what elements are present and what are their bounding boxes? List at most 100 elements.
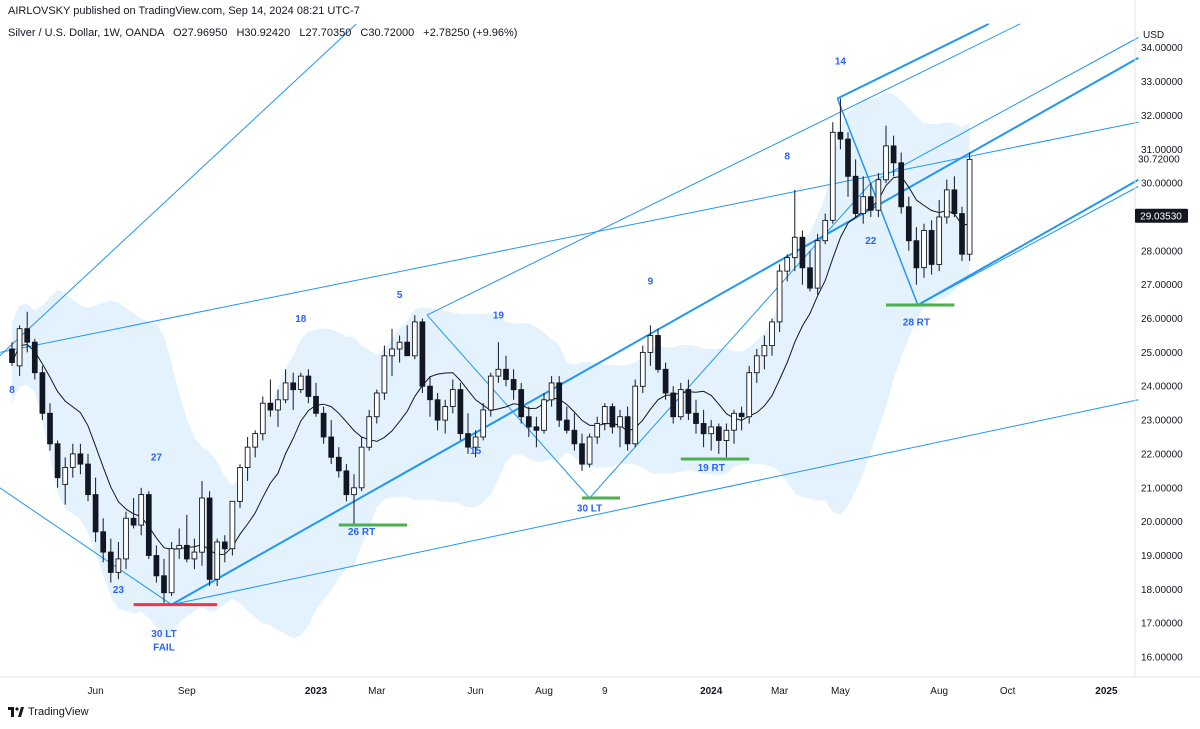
candle xyxy=(799,230,806,285)
candle xyxy=(700,409,707,448)
candle-body xyxy=(807,267,813,289)
candle xyxy=(221,535,228,563)
candle-body xyxy=(335,456,342,472)
candle xyxy=(556,376,563,427)
candle xyxy=(921,223,927,278)
candle-body xyxy=(814,240,821,289)
candle-body xyxy=(31,341,38,374)
price-tick-label: 17.00000 xyxy=(1141,619,1183,630)
candle xyxy=(457,382,464,441)
candle-body xyxy=(525,416,532,428)
candle xyxy=(867,183,874,217)
price-tick-label: 33.00000 xyxy=(1141,77,1183,88)
wave-label: 27 xyxy=(151,453,163,464)
crosshair-price-label: 29.03530 xyxy=(1140,211,1182,222)
price-tick-label: 16.00000 xyxy=(1141,653,1183,664)
wave-label: 18 xyxy=(295,314,307,325)
candle xyxy=(449,379,456,414)
wave-label: 26 RT xyxy=(348,527,375,538)
candle-body xyxy=(617,416,623,428)
price-axis[interactable]: 34.00000 33.00000 32.00000 31.00000 30.00000… xyxy=(1135,43,1188,664)
candle-body xyxy=(176,544,183,550)
candle xyxy=(890,135,897,177)
channel-line xyxy=(0,121,1139,353)
candle-body xyxy=(229,500,236,550)
candle xyxy=(594,416,601,444)
time-axis[interactable]: Jun Sep 2023 Mar Jun Aug 9 2024 Mar May Aug Oct 2025 xyxy=(88,686,1118,697)
wave-label: 28 RT xyxy=(903,317,930,328)
candle-body xyxy=(875,179,882,211)
candle xyxy=(168,542,175,597)
candle xyxy=(776,264,783,333)
candle xyxy=(373,389,380,424)
channel-line xyxy=(836,23,990,100)
candle xyxy=(525,406,532,437)
candle-body xyxy=(472,436,479,448)
candle xyxy=(487,372,494,417)
time-tick-label: 2024 xyxy=(700,686,723,697)
time-tick-label: 2023 xyxy=(305,686,328,697)
candle-body xyxy=(556,382,563,421)
wave-label: FAIL xyxy=(153,642,175,653)
candle-body xyxy=(282,382,289,401)
candle-body xyxy=(145,494,152,556)
candle xyxy=(366,409,373,451)
candle-body xyxy=(381,355,388,394)
candle-body xyxy=(685,389,692,414)
candle-body xyxy=(579,443,585,465)
candle xyxy=(829,122,836,224)
time-tick-label: Aug xyxy=(930,686,948,697)
candle-body xyxy=(791,236,798,259)
candle xyxy=(434,393,441,431)
candle-body xyxy=(928,230,935,265)
candle xyxy=(244,437,251,481)
candle xyxy=(837,98,844,150)
candle-body xyxy=(313,395,319,414)
candle xyxy=(16,325,23,377)
candle-body xyxy=(244,446,251,468)
currency-label: USD xyxy=(1143,30,1164,41)
tradingview-branding[interactable]: TradingView xyxy=(8,706,89,718)
candle xyxy=(138,487,145,536)
candle-body xyxy=(328,436,335,458)
candle-body xyxy=(214,541,221,580)
candle-body xyxy=(16,328,23,367)
candle-body xyxy=(183,544,190,560)
candle-body xyxy=(259,402,266,435)
candle-body xyxy=(860,196,867,215)
wave-label: 8 xyxy=(9,385,15,396)
candle-body xyxy=(693,412,699,424)
price-tick-label: 18.00000 xyxy=(1141,585,1183,596)
candle xyxy=(693,399,699,434)
candle-body xyxy=(92,494,99,533)
candle-body xyxy=(487,375,494,411)
candle xyxy=(214,538,221,586)
candle xyxy=(609,403,616,434)
candle-body xyxy=(708,426,715,435)
candle xyxy=(290,372,297,410)
candle-body xyxy=(297,375,304,391)
price-tick-label: 20.00000 xyxy=(1141,517,1183,528)
price-tick-label: 22.00000 xyxy=(1141,449,1183,460)
candle xyxy=(267,379,274,417)
candle-body xyxy=(290,382,297,391)
channel-line xyxy=(171,399,1139,606)
candle-body xyxy=(586,436,593,465)
candle xyxy=(85,453,91,502)
time-tick-label: Aug xyxy=(535,686,553,697)
candle-body xyxy=(769,321,775,347)
candle-body xyxy=(700,423,707,435)
wave-label: 30 LT xyxy=(577,504,602,515)
candle xyxy=(875,173,882,217)
candle-body xyxy=(677,389,684,418)
symbol-title: Silver / U.S. Dollar, 1W, OANDA xyxy=(8,27,165,39)
time-tick-label: 2025 xyxy=(1095,686,1118,697)
candle xyxy=(959,206,965,261)
candle-body xyxy=(123,517,129,560)
candle-body xyxy=(9,348,15,363)
ohlc-open: O27.96950 xyxy=(173,27,227,39)
candle-body xyxy=(457,389,464,435)
candle-body xyxy=(54,443,61,479)
candle xyxy=(229,500,236,556)
